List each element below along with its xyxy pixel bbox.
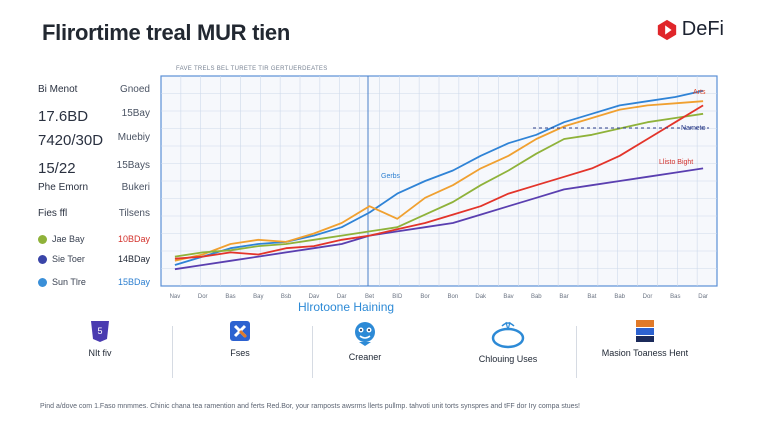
series-line bbox=[174, 167, 704, 271]
legend-label: Jae Bay bbox=[52, 234, 85, 244]
shield-icon: 5 bbox=[91, 321, 109, 342]
legend-label: Sie Toer bbox=[52, 254, 85, 264]
stat-label: Bi Menot bbox=[38, 84, 78, 95]
divider bbox=[576, 326, 577, 378]
chart-subtitle: FAVE TRELS BEL TURETE TIR GERTUERDEATES bbox=[176, 66, 328, 72]
x-tick-label: Dor bbox=[198, 294, 208, 300]
feature-label: Masion Toaness Hent bbox=[601, 348, 689, 358]
svg-text:5: 5 bbox=[97, 326, 102, 336]
stat-label: 7420/30D bbox=[38, 132, 104, 149]
feature-cross[interactable]: Fses bbox=[180, 318, 300, 358]
x-tick-label: Nav bbox=[170, 294, 181, 300]
brand-name: DeFi bbox=[681, 18, 724, 40]
series-line bbox=[174, 100, 704, 262]
x-tick-label: Bet bbox=[365, 294, 374, 300]
page-title: Flirortime treal MUR tien bbox=[42, 20, 290, 45]
x-tick-label: Bat bbox=[587, 294, 596, 300]
mascot-icon bbox=[355, 322, 375, 346]
legend-item[interactable]: Sie Toer 14BDay bbox=[38, 254, 150, 264]
series-line bbox=[174, 112, 704, 258]
footnote: Pind a/dove com 1.Faso mnmmes. Chinic ch… bbox=[40, 403, 581, 410]
stat-label: Phe Emorn bbox=[38, 182, 89, 193]
chart-annotation: Nameto bbox=[681, 125, 706, 132]
x-tick-label: Dak bbox=[475, 294, 487, 300]
feature-ring[interactable]: Chlouing Uses bbox=[448, 318, 568, 364]
x-tick-label: Bon bbox=[448, 294, 459, 300]
brand-logo[interactable]: DeFi bbox=[656, 18, 724, 41]
x-tick-label: Bor bbox=[420, 294, 429, 300]
stat-label: 15/22 bbox=[38, 160, 76, 177]
cross-icon bbox=[230, 321, 250, 341]
stat-label: 17.6BD bbox=[38, 108, 89, 125]
feature-label: Chlouing Uses bbox=[478, 354, 538, 364]
x-tick-label: Bas bbox=[225, 294, 235, 300]
x-tick-label: Bas bbox=[670, 294, 680, 300]
stat-row: 15/22 15Bays bbox=[38, 160, 150, 177]
x-tick-label: Dar bbox=[337, 294, 347, 300]
legend-item[interactable]: Sun Tlre 15BDay bbox=[38, 277, 150, 287]
feature-mascot[interactable]: Creaner bbox=[305, 318, 425, 362]
stat-value: 15Bays bbox=[116, 160, 150, 171]
chart-caption: Hlrotoone Haining bbox=[298, 300, 395, 314]
legend-dot bbox=[38, 254, 47, 264]
x-tick-label: BID bbox=[392, 294, 403, 300]
legend-value: 14BDay bbox=[117, 254, 150, 264]
feature-label: NIt fiv bbox=[88, 348, 112, 358]
x-tick-label: Dor bbox=[643, 294, 653, 300]
stat-row: Bi Menot Gnoed bbox=[38, 84, 150, 95]
feature-label: Creaner bbox=[348, 352, 382, 362]
stat-label: Fies ffl bbox=[38, 208, 68, 219]
legend-value: 15BDay bbox=[117, 277, 150, 287]
feature-label: Fses bbox=[230, 348, 250, 358]
legend-item[interactable]: Jae Bay 10BDay bbox=[38, 234, 150, 244]
x-tick-label: Bsb bbox=[281, 294, 292, 300]
stat-row: Fies ffl Tilsens bbox=[38, 208, 150, 219]
chart-annotation: Gerbs bbox=[381, 173, 401, 180]
series-line bbox=[174, 89, 704, 266]
feature-row: 5 NIt fiv Fses Creaner Chlouing Us bbox=[40, 318, 730, 388]
legend-dot bbox=[38, 234, 47, 244]
x-tick-label: Bay bbox=[253, 294, 263, 300]
series-line bbox=[174, 104, 704, 260]
stat-row: Phe Emorn Bukeri bbox=[38, 182, 150, 193]
stat-value: Tilsens bbox=[118, 208, 150, 219]
stat-value: Gnoed bbox=[119, 84, 150, 95]
legend-label: Sun Tlre bbox=[52, 277, 86, 287]
x-tick-label: Bav bbox=[503, 294, 513, 300]
chart-canvas: Arts Nameto Llisto Bight Gerbs Nav Dor Bas Bay B… bbox=[160, 75, 718, 300]
stack-icon bbox=[636, 320, 654, 342]
divider bbox=[312, 326, 313, 378]
stat-value: Muebiy bbox=[117, 132, 150, 143]
feature-stack[interactable]: Masion Toaness Hent bbox=[585, 318, 705, 358]
line-chart[interactable]: Arts Nameto Llisto Bight Gerbs Nav Dor Bas Bay B… bbox=[160, 75, 718, 300]
stat-row: 7420/30D Muebiy bbox=[38, 132, 150, 149]
x-tick-label: Bab bbox=[531, 294, 542, 300]
ring-icon bbox=[491, 321, 525, 349]
legend-value: 10BDay bbox=[117, 234, 150, 244]
x-tick-label: Dav bbox=[309, 294, 320, 300]
x-tick-label: Dar bbox=[698, 294, 708, 300]
stat-row: 17.6BD 15Bay bbox=[38, 108, 150, 125]
x-tick-label: Bab bbox=[614, 294, 625, 300]
divider bbox=[172, 326, 173, 378]
chart-annotation: Arts bbox=[693, 89, 706, 96]
stat-value: 15Bay bbox=[121, 108, 150, 119]
brand-hexagon-icon bbox=[657, 19, 676, 40]
legend-dot bbox=[38, 277, 47, 287]
x-tick-label: Bar bbox=[559, 294, 568, 300]
stat-value: Bukeri bbox=[121, 182, 150, 193]
chart-annotation: Llisto Bight bbox=[659, 159, 693, 166]
feature-shield[interactable]: 5 NIt fiv bbox=[40, 318, 160, 358]
